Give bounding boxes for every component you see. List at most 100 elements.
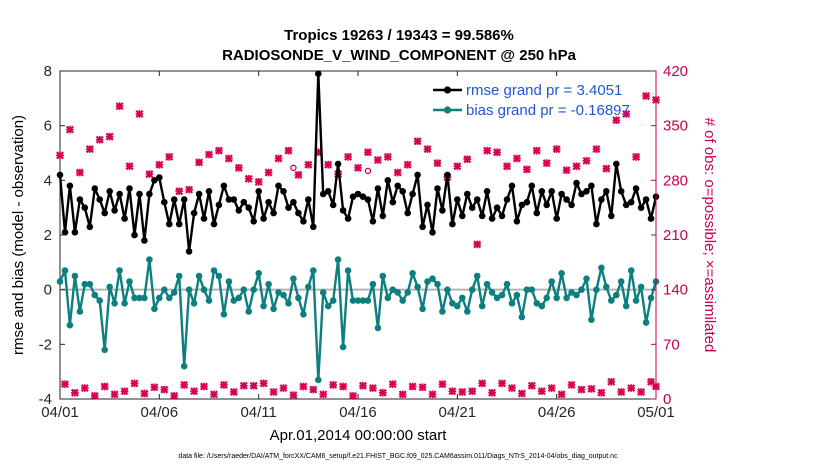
obs-assimilated-marker	[453, 162, 462, 171]
obs-assimilated-marker	[234, 163, 243, 172]
rmse-point	[503, 196, 511, 203]
bias-point	[76, 308, 84, 315]
obs-assimilated-marker	[503, 162, 511, 171]
obs-assimilated-marker	[125, 162, 134, 171]
rmse-point	[245, 204, 252, 211]
rmse-point	[617, 188, 625, 195]
y-tick-label: -2	[39, 336, 52, 353]
obs-assimilated-marker	[378, 388, 387, 397]
rmse-point	[141, 237, 148, 244]
bias-point	[334, 256, 342, 263]
legend: rmse grand pr = 3.4051 bias grand pr = -…	[433, 82, 630, 119]
obs-assimilated-marker	[80, 384, 89, 393]
bias-point	[379, 272, 387, 280]
obs-assimilated-marker	[56, 151, 64, 160]
obs-assimilated-marker	[239, 381, 248, 390]
bias-point	[166, 294, 173, 302]
bias-point	[478, 302, 486, 310]
bias-point	[255, 270, 262, 277]
obs-assimilated-marker	[274, 154, 283, 163]
legend-rmse-label: rmse grand pr = 3.4051	[466, 82, 622, 99]
rmse-point	[305, 196, 312, 203]
obs-assimilated-marker	[428, 390, 437, 399]
rmse-point	[419, 223, 426, 231]
bias-point	[230, 297, 238, 304]
rmse-point	[324, 188, 332, 195]
obs-assimilated-marker	[567, 380, 576, 389]
obs-assimilated-marker	[130, 379, 139, 388]
rmse-point	[399, 188, 407, 195]
bias-point	[533, 300, 541, 307]
bias-point	[359, 297, 367, 304]
obs-assimilated-marker	[269, 387, 278, 396]
rmse-point	[315, 70, 322, 77]
obs-assimilated-marker	[205, 150, 213, 159]
x-tick-label: 04/16	[339, 404, 377, 421]
obs-assimilated-marker	[577, 385, 586, 394]
obs-assimilated-marker	[418, 383, 427, 392]
obs-assimilated-marker	[304, 160, 313, 169]
obs-assimilated-marker	[200, 382, 209, 391]
obs-assimilated-marker	[537, 387, 546, 396]
rmse-point	[528, 182, 536, 190]
rmse-series	[56, 70, 660, 255]
obs-assimilated-marker	[90, 391, 99, 400]
obs-assimilated-marker	[622, 109, 631, 118]
rmse-point	[339, 207, 347, 214]
obs-assimilated-marker	[75, 168, 84, 177]
rmse-point	[642, 196, 650, 203]
obs-assimilated-marker	[165, 152, 174, 161]
obs-assimilated-marker	[289, 391, 298, 400]
obs-assimilated-marker	[368, 384, 377, 393]
y2-tick-label: 70	[663, 336, 680, 353]
bias-point	[156, 294, 163, 302]
y2-tick-label: 210	[663, 227, 688, 244]
bias-point	[220, 311, 228, 318]
chart-subtitle: RADIOSONDE_V_WIND_COMPONENT @ 250 hPa	[222, 47, 577, 64]
obs-assimilated-marker	[150, 383, 159, 392]
obs-assimilated-marker	[155, 160, 164, 169]
bias-point	[195, 272, 203, 280]
x-tick-label: 05/01	[637, 404, 675, 421]
x-tick-label: 04/21	[439, 404, 477, 421]
obs-assimilated-marker	[214, 146, 223, 155]
rmse-point	[56, 171, 64, 179]
bias-point	[409, 270, 416, 277]
bias-point	[205, 297, 213, 304]
obs-assimilated-marker	[557, 390, 566, 399]
obs-assimilated-marker	[438, 380, 447, 389]
obs-assimilated-marker	[373, 156, 382, 165]
rmse-point	[523, 198, 531, 206]
bias-point	[56, 278, 64, 285]
bias-point	[329, 297, 337, 304]
obs-assimilated-marker	[463, 155, 472, 164]
bias-point	[523, 286, 531, 294]
bias-point	[310, 267, 317, 274]
rmse-point	[319, 190, 327, 198]
rmse-point	[81, 204, 89, 211]
rmse-point	[86, 223, 94, 231]
obs-assimilated-marker	[190, 387, 199, 396]
rmse-point	[275, 182, 282, 190]
bias-point	[473, 272, 481, 280]
y-tick-label: 4	[44, 172, 52, 189]
bias-point	[116, 267, 123, 274]
obs-assimilated-marker	[617, 387, 626, 396]
rmse-point	[543, 201, 550, 209]
rmse-point	[310, 223, 317, 231]
bias-point	[508, 300, 516, 307]
rmse-point	[468, 204, 476, 211]
bias-point	[175, 272, 183, 280]
obs-assimilated-marker	[185, 185, 194, 194]
obs-assimilated-marker	[542, 159, 551, 168]
legend-bias-swatch-marker	[443, 106, 452, 114]
bias-point	[632, 297, 640, 304]
rmse-point	[235, 207, 243, 214]
obs-assimilated-marker	[229, 387, 238, 396]
rmse-point	[478, 212, 486, 220]
bias-point	[265, 280, 272, 288]
bias-point	[225, 278, 233, 285]
bias-point	[563, 294, 570, 302]
bias-point	[429, 275, 436, 283]
rmse-point	[195, 190, 203, 198]
